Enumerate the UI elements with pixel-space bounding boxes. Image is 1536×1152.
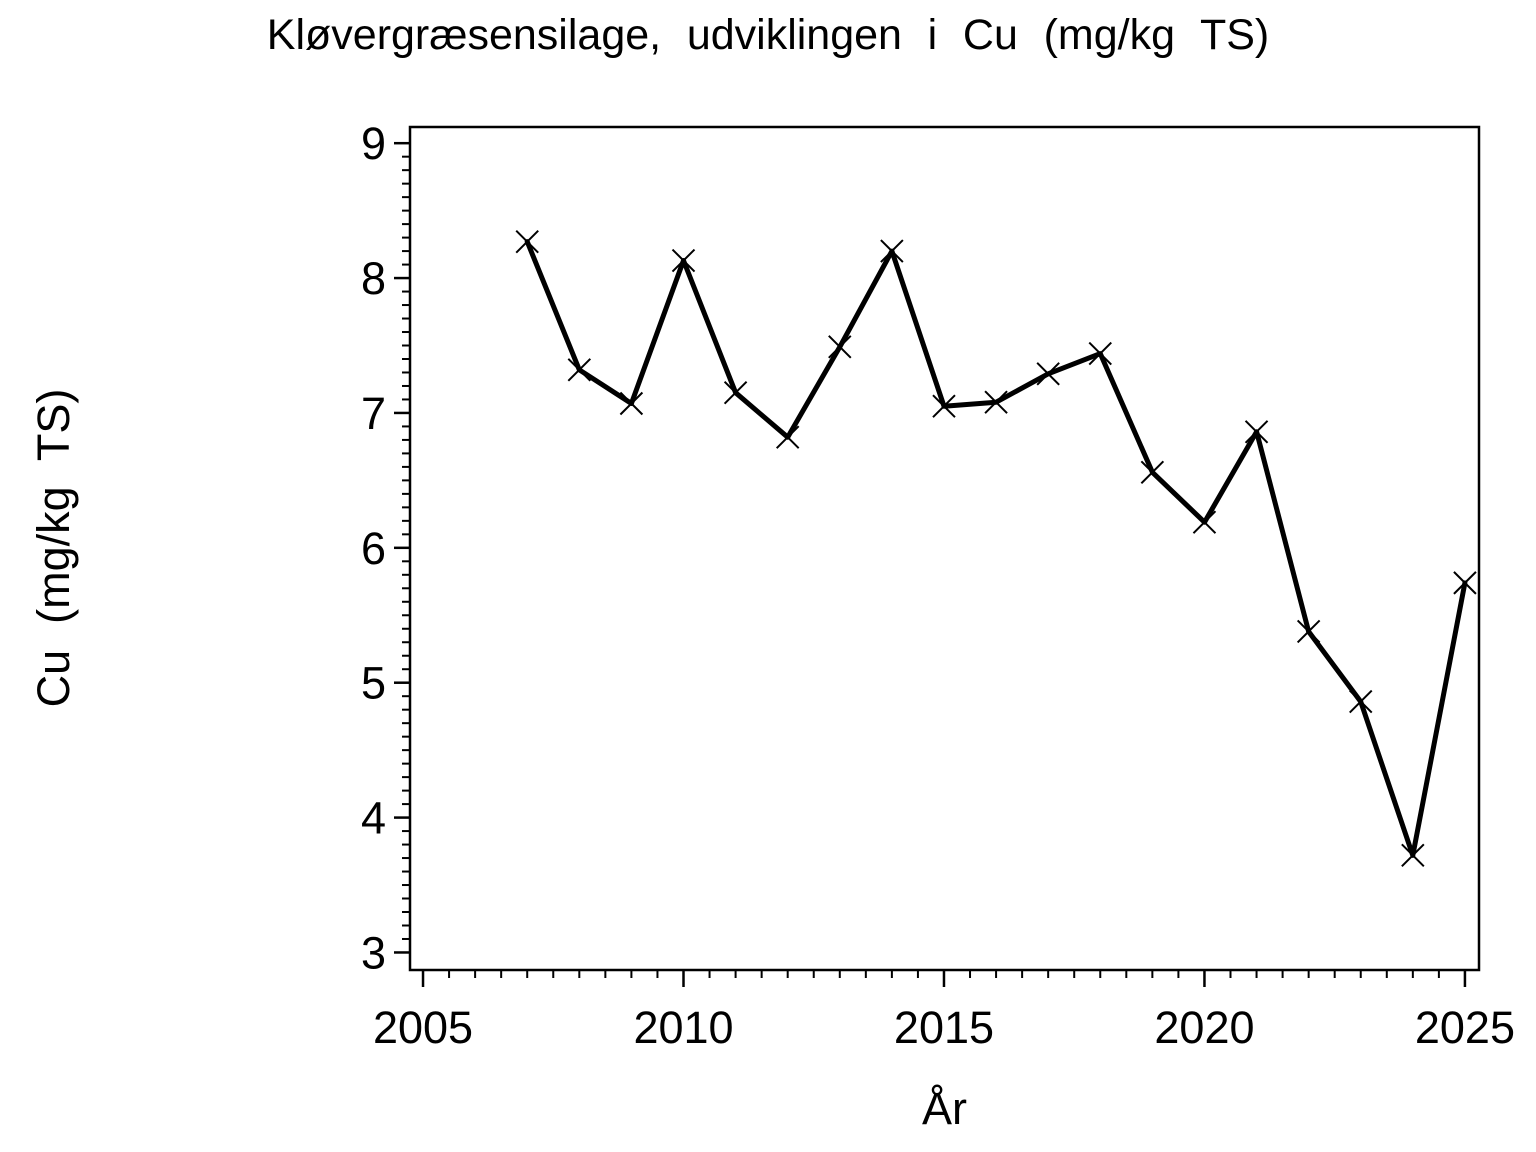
data-point-marker <box>828 335 852 359</box>
data-point-marker <box>1036 362 1060 386</box>
x-tick-label: 2010 <box>633 1002 733 1053</box>
data-point-marker <box>1453 571 1477 595</box>
data-point-marker <box>1192 510 1217 534</box>
data-point-marker <box>775 425 800 449</box>
y-tick-label: 3 <box>361 927 386 978</box>
y-tick-label: 8 <box>361 253 386 304</box>
x-tick-label: 2025 <box>1415 1002 1515 1053</box>
data-point-marker <box>567 358 592 382</box>
y-tick-label: 7 <box>361 388 386 439</box>
y-tick-label: 4 <box>361 793 386 844</box>
data-point-marker <box>1244 420 1269 444</box>
data-point-marker <box>1349 689 1373 714</box>
plot-frame <box>408 125 1481 972</box>
y-tick-label: 5 <box>361 658 386 709</box>
data-point-marker <box>1296 619 1321 644</box>
x-axis-title: År <box>922 1083 967 1134</box>
data-point-marker <box>880 239 904 263</box>
data-point-marker <box>723 381 748 405</box>
data-point-marker <box>932 394 956 418</box>
data-point-marker <box>984 390 1008 414</box>
data-line <box>524 239 1468 858</box>
data-point-marker <box>515 229 539 254</box>
y-tick-label: 6 <box>361 523 386 574</box>
y-tick-label: 9 <box>361 118 386 169</box>
chart-title: Kløvergræsensilage, udviklingen i Cu (mg… <box>266 11 1270 59</box>
data-point-marker <box>1401 843 1425 868</box>
x-tick-label: 2015 <box>894 1002 994 1053</box>
data-point-marker <box>1140 460 1165 485</box>
data-point-marker <box>619 391 644 416</box>
data-point-marker <box>1088 341 1112 366</box>
x-tick-label: 2020 <box>1154 1002 1254 1053</box>
x-tick-label: 2005 <box>373 1002 473 1053</box>
data-point-marker <box>671 248 696 273</box>
